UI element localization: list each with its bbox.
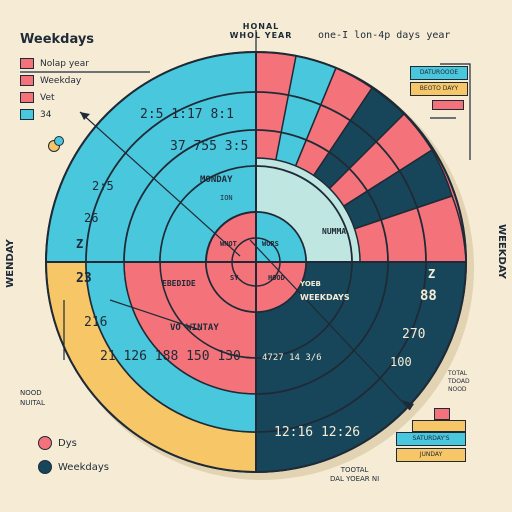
- center-br: HOOD: [268, 274, 285, 282]
- title-right: one-I lon-4p days year: [318, 30, 451, 41]
- title-left: Weekdays: [20, 32, 95, 47]
- br-inner2: YOEB: [299, 280, 321, 288]
- label-top-left-mid: 37 755 3:5: [170, 139, 248, 154]
- legend-item: 34: [20, 109, 89, 120]
- panel-swatch: [434, 408, 450, 420]
- br-88: 88: [420, 288, 437, 304]
- title-center-line1: HONAL: [242, 22, 280, 31]
- bl-inner2: EBEDIDE: [162, 279, 196, 288]
- title-center: HONAL WHOL YEAR: [226, 22, 296, 40]
- legend-item: Dys: [38, 436, 109, 450]
- legend-bottom: Dys Weekdays: [38, 436, 109, 474]
- br-270: 270: [402, 327, 425, 342]
- center-tr: WORS: [262, 240, 279, 248]
- legend-item: Weekdays: [38, 460, 109, 474]
- title-center-line2: WHOL YEAR: [229, 31, 293, 40]
- br-outer: 12:16 12:26: [274, 425, 360, 440]
- legend-swatch: [20, 109, 34, 120]
- br-mid: 4727 14 3/6: [262, 353, 322, 363]
- label-top-left-inner2: ION: [220, 194, 233, 202]
- bl-inner: VO WINTAY: [170, 323, 219, 333]
- center-tl: WNOT: [220, 240, 237, 248]
- panel-row: BEOTO DAYY: [410, 82, 468, 96]
- bl-mid: 216: [84, 315, 107, 330]
- br-inner: WEEKDAYS: [300, 293, 350, 302]
- legend-label: Weekday: [40, 75, 82, 86]
- note-line: NOOD: [448, 386, 467, 393]
- bottom-right-panel: SATURDAY'S JUNDAY: [378, 408, 474, 488]
- note-line: NOOD: [20, 389, 42, 397]
- left-side-label: WENDAY: [4, 239, 16, 288]
- right-side-label: WEEKDAY: [495, 224, 507, 279]
- right-notes: TOTAL TDOAD NOOD: [448, 370, 470, 394]
- legend-top: Nolap year Weekday Vet 34: [20, 58, 89, 120]
- note-line: TOOTAL: [340, 466, 369, 474]
- legend-swatch: [20, 92, 34, 103]
- legend-dot: [54, 136, 64, 146]
- panel-row: SATURDAY'S: [396, 432, 466, 446]
- legend-swatch: [20, 75, 34, 86]
- panel-swatch: [412, 420, 466, 432]
- right-z: Z: [428, 267, 435, 281]
- legend-label: Vet: [40, 92, 55, 103]
- panel-swatch: [432, 100, 464, 110]
- label-top-left-inner: MONDAY: [200, 175, 233, 185]
- label-left-z: Z: [76, 237, 83, 251]
- legend-item: Vet: [20, 92, 89, 103]
- legend-label: 34: [40, 109, 52, 120]
- note-line: TOTAL: [448, 370, 468, 377]
- legend-item: Weekday: [20, 75, 89, 86]
- legend-label: Dys: [58, 437, 77, 449]
- panel-row: JUNDAY: [396, 448, 466, 462]
- center-bl: SY: [230, 274, 239, 282]
- note-line: DAL YOEAR NI: [330, 475, 380, 483]
- legend-item: Nolap year: [20, 58, 89, 69]
- legend-swatch: [38, 436, 52, 450]
- label-left-outer: 2:5: [92, 179, 114, 193]
- note-line: NUITAL: [20, 399, 45, 407]
- label-left-mid: 26: [84, 211, 98, 225]
- mid-right: NUMMA: [322, 227, 346, 236]
- note-line: TDOAD: [448, 378, 470, 385]
- legend-swatch: [20, 58, 34, 69]
- bottom-right-notes: TOOTAL DAL YOEAR NI: [330, 466, 379, 484]
- bl-23: 23: [76, 271, 92, 286]
- legend-label: Nolap year: [40, 58, 89, 69]
- label-top-left-outer: 2:5 1:17 8:1: [140, 107, 234, 122]
- left-notes: NOOD NUITAL: [20, 388, 45, 408]
- panel-row: DATUROOOE: [410, 66, 468, 80]
- legend-label: Weekdays: [58, 461, 110, 473]
- bl-outer: 21 126 188 150 130: [100, 349, 241, 364]
- br-100: 100: [390, 355, 412, 369]
- legend-swatch: [38, 460, 52, 474]
- top-right-panel: DATUROOOE BEOTO DAYY: [410, 60, 474, 114]
